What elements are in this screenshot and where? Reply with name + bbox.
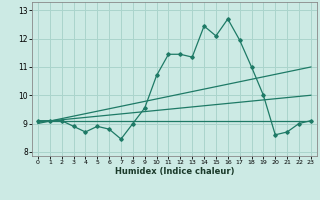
X-axis label: Humidex (Indice chaleur): Humidex (Indice chaleur) (115, 167, 234, 176)
